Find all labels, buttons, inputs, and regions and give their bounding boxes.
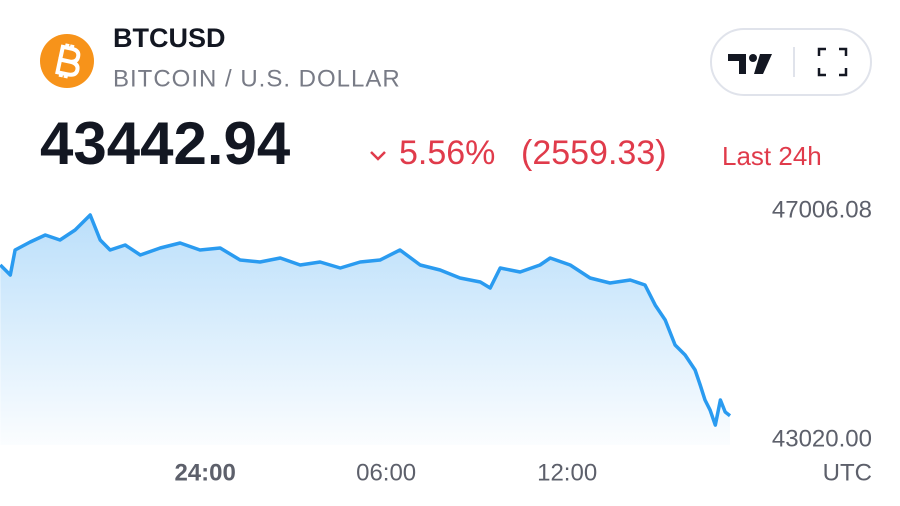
period: Last 24h: [722, 141, 822, 171]
area-fill: [0, 215, 731, 445]
x-tick-label: 12:00: [537, 459, 597, 486]
down-arrow: [370, 151, 386, 161]
price: 43442.94: [40, 110, 291, 177]
toolbar-frame: [710, 28, 872, 96]
plot: 43020.00 47006.08 24:00 06:00 12:00: [0, 196, 872, 486]
tradingview-logo[interactable]: [728, 54, 772, 74]
y-tick-label: 47006.08: [772, 196, 872, 223]
price-line: [0, 213, 732, 427]
fullscreen-button[interactable]: [817, 47, 848, 77]
symbol: BTCUSD: [113, 23, 226, 53]
toolbar: [710, 28, 872, 96]
y-tick-label: 43020.00: [772, 425, 872, 452]
x-tick-label: 24:00: [174, 459, 235, 486]
change-value: (2559.33): [521, 134, 667, 172]
x-axis-label: UTC: [823, 459, 872, 486]
change-percent: 5.56%: [399, 134, 495, 172]
x-tick-label: 06:00: [356, 459, 416, 486]
coin-icon: [40, 34, 94, 88]
symbol-name: BITCOIN / U.S. DOLLAR: [113, 65, 401, 92]
